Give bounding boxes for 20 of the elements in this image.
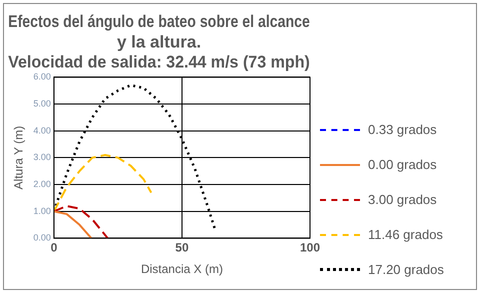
- chart-title: Efectos del ángulo de bateo sobre el alcance y la altura. Velocidad de salida: 32.44 m/s (73 mph): [8, 12, 310, 72]
- y-tick-label: 5.00: [33, 98, 51, 109]
- y-tick-label: 0.00: [33, 232, 51, 243]
- y-tick-label: 6.00: [33, 72, 51, 82]
- x-tick-label: 0: [50, 240, 58, 255]
- y-tick-label: 1.00: [33, 206, 51, 216]
- x-tick-label: 100: [300, 240, 320, 255]
- legend-label: 3.00 grados: [368, 192, 437, 207]
- x-tick-label: 50: [175, 240, 189, 255]
- y-tick-label: 3.00: [33, 152, 51, 162]
- legend-label: 0.00 grados: [368, 157, 437, 172]
- legend-label: 11.46 grados: [368, 227, 443, 242]
- y-tick-label: 2.00: [33, 179, 51, 190]
- y-axis-title: Altura Y (m): [12, 126, 26, 190]
- line-series: [54, 205, 109, 238]
- y-tick-label: 4.00: [33, 125, 51, 136]
- legend-label: 0.33 grados: [368, 122, 437, 137]
- legend-label: 17.20 grados: [368, 262, 444, 277]
- x-axis-title: Distancia X (m): [140, 262, 223, 276]
- line-series: [54, 154, 152, 212]
